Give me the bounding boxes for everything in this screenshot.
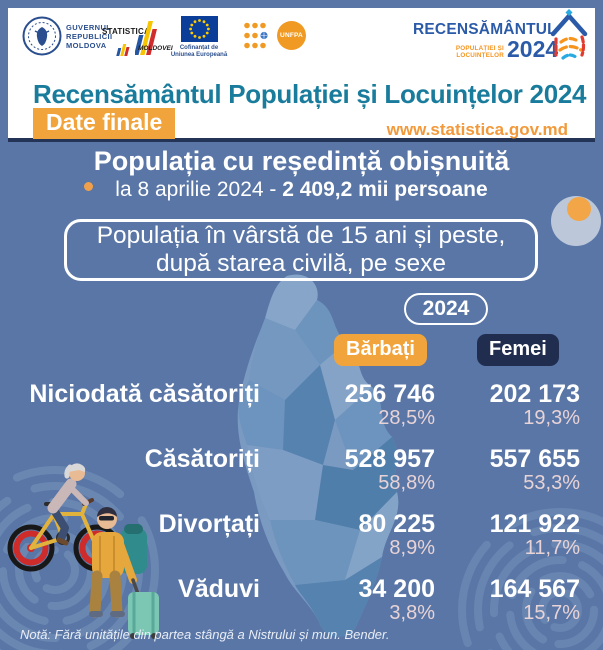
men-percent: 58,8%	[378, 472, 435, 494]
fingerprint-decoration-right	[458, 508, 603, 650]
men-value: 34 200	[358, 575, 435, 603]
statistica-moldovei-logo: STATISTICA MOLDOVEI	[102, 19, 173, 59]
eu-flag-logo	[181, 16, 218, 42]
traveler-illustration	[89, 507, 159, 639]
census-logo-year: 2024	[507, 36, 559, 62]
cyclist-illustration	[7, 463, 121, 572]
banner-subtitle-date: la 8 aprilie 2024 -	[115, 178, 283, 201]
unfpa-logo: UNFPA	[277, 21, 306, 50]
moldova-government-seal-logo	[22, 16, 62, 56]
census-logo-subtitle: POPULAȚIEI ȘI LOCUINȚELOR	[455, 45, 504, 59]
column-header-women: Femei	[477, 334, 559, 366]
header-divider	[8, 138, 595, 142]
banner-subtitle: la 8 aprilie 2024 - 2 409,2 mii persoane	[0, 178, 603, 202]
census-house-icon	[550, 9, 588, 60]
row-label: Divorțați	[158, 510, 260, 538]
banner-title: Populația cu reședință obișnuită	[93, 146, 510, 176]
unfpa-logo-text: UNFPA	[280, 32, 303, 39]
men-percent: 8,9%	[389, 537, 435, 559]
men-value: 528 957	[344, 445, 435, 473]
orange-dot-decoration	[84, 182, 93, 191]
women-value: 121 922	[489, 510, 580, 538]
banner-subtitle-population: 2 409,2 mii persoane	[282, 178, 488, 201]
year-badge: 2024	[404, 293, 488, 325]
women-value: 164 567	[489, 575, 580, 603]
page-title: Recensământul Populației și Locuințelor …	[33, 79, 587, 109]
row-label: Căsătoriți	[144, 445, 260, 473]
men-value: 256 746	[344, 380, 435, 408]
section-title-box: Populația în vârstă de 15 ani și peste, …	[64, 219, 538, 281]
government-logo-text: GUVERNUL REPUBLICII MOLDOVA	[66, 23, 113, 50]
statistica-logo-subtext: MOLDOVEI	[138, 45, 173, 52]
orange-circle-decoration	[567, 197, 591, 221]
column-header-men: Bărbați	[334, 334, 427, 366]
unfpa-dots-icon	[244, 22, 268, 49]
date-finale-badge: Date finale	[33, 108, 176, 139]
women-percent: 15,7%	[523, 602, 580, 624]
women-percent: 11,7%	[524, 537, 580, 559]
men-value: 80 225	[358, 510, 435, 538]
women-value: 557 655	[489, 445, 580, 473]
men-percent: 28,5%	[378, 407, 435, 429]
row-label: Niciodată căsătoriți	[29, 380, 260, 408]
statistica-small-bars-icon	[116, 44, 130, 56]
eu-logo-caption: Cofinanțat de Uniunea Europeană	[170, 45, 228, 58]
section-title-line2: după starea civilă, pe sexe	[155, 250, 447, 277]
men-percent: 3,8%	[389, 602, 435, 624]
women-value: 202 173	[489, 380, 580, 408]
women-percent: 53,3%	[523, 472, 580, 494]
website-link[interactable]: www.statistica.gov.md	[386, 120, 568, 139]
row-label: Văduvi	[178, 575, 260, 603]
section-title-line1: Populația în vârstă de 15 ani și peste,	[96, 222, 506, 249]
statistica-logo-text: STATISTICA	[102, 27, 150, 36]
footnote: Notă: Fără unitățile din partea stângă a…	[20, 627, 390, 642]
statistica-bars-icon	[135, 21, 158, 55]
women-percent: 19,3%	[523, 407, 580, 429]
census-logo-title: RECENSĂMÂNTUL	[413, 21, 557, 38]
